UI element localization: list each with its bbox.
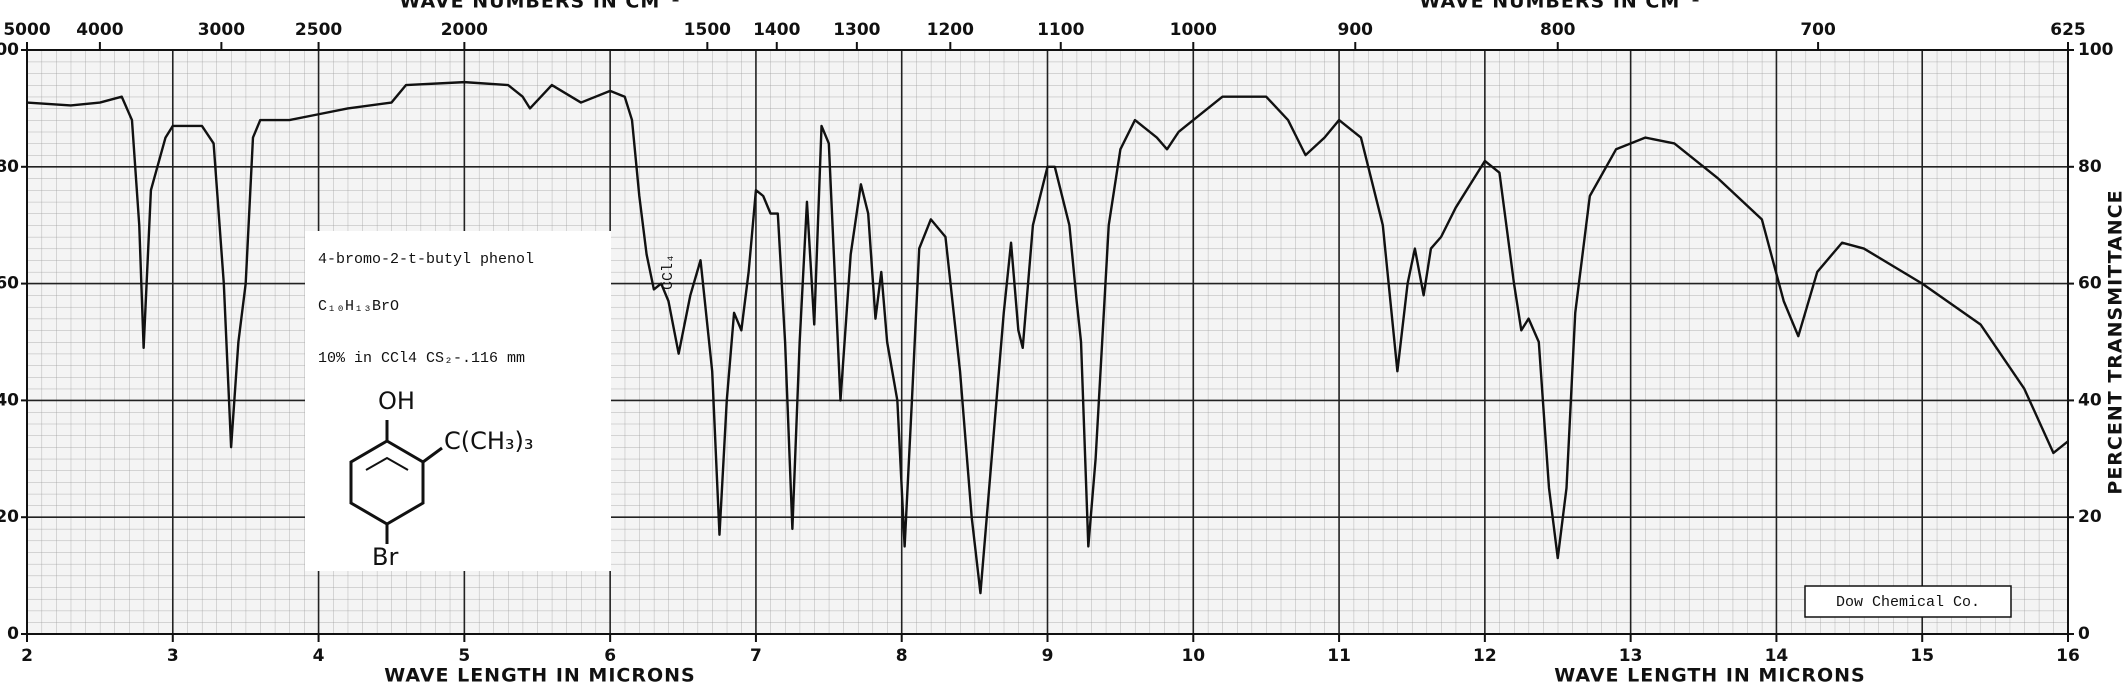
x-axis-title: WAVE LENGTH IN MICRONS bbox=[384, 665, 695, 687]
y2-tick-label: 20 bbox=[2078, 507, 2102, 527]
x2-tick-label: 625 bbox=[2050, 20, 2086, 40]
x-tick-label: 16 bbox=[2056, 646, 2080, 666]
substituent-bond bbox=[422, 446, 443, 464]
x-tick-label: 15 bbox=[1910, 646, 1934, 666]
compound-formula: C₁₀H₁₃BrO bbox=[318, 298, 399, 315]
x-tick-label: 13 bbox=[1619, 646, 1643, 666]
x2-axis-title: WAVE NUMBERS IN CM⁻¹ bbox=[399, 0, 680, 13]
x2-tick-label: 800 bbox=[1540, 20, 1576, 40]
x-tick-label: 5 bbox=[458, 646, 470, 666]
y-tick-label: 40 bbox=[0, 390, 19, 410]
x2-tick-label: 4000 bbox=[76, 20, 123, 40]
oh-label: OH bbox=[378, 387, 415, 415]
x2-tick-label: 700 bbox=[1800, 20, 1836, 40]
y-tick-label: 0 bbox=[7, 624, 19, 644]
inset-box bbox=[305, 231, 611, 571]
y2-tick-label: 60 bbox=[2078, 274, 2102, 294]
y-tick-label: 80 bbox=[0, 157, 19, 177]
y-tick-label: 60 bbox=[0, 274, 19, 294]
x-tick-label: 4 bbox=[313, 646, 325, 666]
x-tick-label: 10 bbox=[1181, 646, 1205, 666]
x-tick-label: 7 bbox=[750, 646, 762, 666]
y-axis-title: PERCENT TRANSMITTANCE bbox=[2105, 189, 2127, 494]
y2-tick-label: 0 bbox=[2078, 624, 2090, 644]
x-tick-label: 6 bbox=[604, 646, 616, 666]
x2-tick-label: 2500 bbox=[295, 20, 342, 40]
x-tick-label: 2 bbox=[21, 646, 33, 666]
x2-tick-label: 1100 bbox=[1037, 20, 1084, 40]
compound-name: 4-bromo-2-t-butyl phenol bbox=[318, 251, 534, 268]
x2-tick-label: 1400 bbox=[753, 20, 800, 40]
x-axis-title: WAVE LENGTH IN MICRONS bbox=[1554, 665, 1865, 687]
credit-box bbox=[1804, 585, 2012, 618]
x-tick-label: 12 bbox=[1473, 646, 1497, 666]
compound-inset: 4-bromo-2-t-butyl phenol C₁₀H₁₃BrO 10% i… bbox=[305, 231, 611, 571]
x2-tick-label: 1000 bbox=[1170, 20, 1217, 40]
y-tick-label: 100 bbox=[0, 40, 19, 60]
x-tick-label: 3 bbox=[167, 646, 179, 666]
y-tick-label: 20 bbox=[0, 507, 19, 527]
solvent-band-label: CCl₄ bbox=[660, 254, 677, 290]
sample-conditions: 10% in CCl4 CS₂-.116 mm bbox=[318, 350, 525, 367]
x2-tick-label: 1500 bbox=[684, 20, 731, 40]
x-tick-label: 9 bbox=[1042, 646, 1054, 666]
credit-label: Dow Chemical Co. bbox=[1836, 594, 1980, 611]
y2-tick-label: 40 bbox=[2078, 390, 2102, 410]
x2-tick-label: 3000 bbox=[198, 20, 245, 40]
x-tick-label: 11 bbox=[1327, 646, 1351, 666]
ring-bond bbox=[365, 456, 409, 471]
x2-tick-label: 5000 bbox=[3, 20, 50, 40]
y2-tick-label: 100 bbox=[2078, 40, 2114, 60]
x-tick-label: 14 bbox=[1765, 646, 1789, 666]
x2-tick-label: 2000 bbox=[441, 20, 488, 40]
substituent-label: C(CH₃)₃ bbox=[444, 427, 534, 455]
x2-tick-label: 900 bbox=[1338, 20, 1374, 40]
x-tick-label: 8 bbox=[896, 646, 908, 666]
y2-tick-label: 80 bbox=[2078, 157, 2102, 177]
x2-tick-label: 1200 bbox=[927, 20, 974, 40]
br-label: Br bbox=[372, 543, 398, 571]
x2-tick-label: 1300 bbox=[833, 20, 880, 40]
x2-axis-title: WAVE NUMBERS IN CM⁻¹ bbox=[1419, 0, 1700, 13]
spectrum-line bbox=[26, 80, 2069, 595]
